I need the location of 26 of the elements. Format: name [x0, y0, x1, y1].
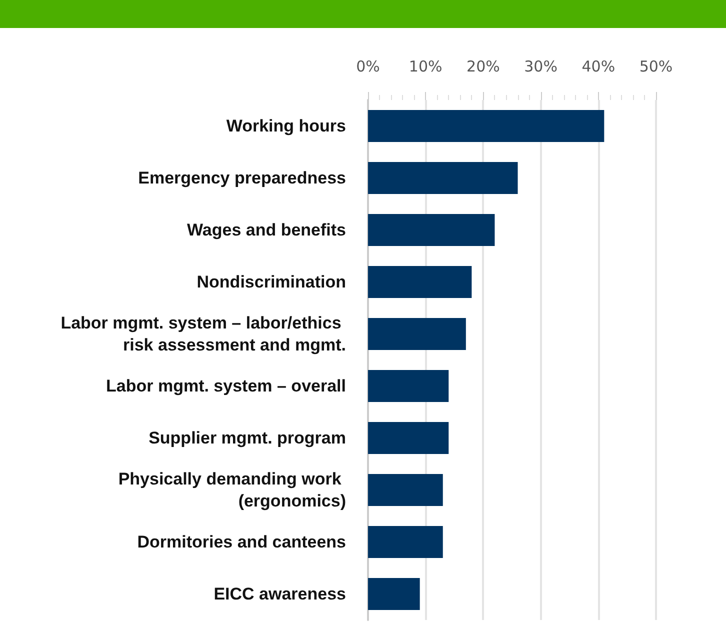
x-tick-label: 0%: [356, 58, 380, 76]
y-tick-label: Physically demanding work (ergonomics): [118, 470, 346, 510]
y-tick-label: Dormitories and canteens: [137, 532, 346, 552]
y-tick-label: Nondiscrimination: [196, 272, 346, 292]
x-tick-label: 40%: [582, 58, 616, 76]
y-tick-label: Supplier mgmt. program: [148, 428, 346, 448]
bar: [368, 110, 604, 142]
x-tick-label: 50%: [639, 58, 673, 76]
bar: [368, 370, 449, 402]
bar: [368, 422, 449, 454]
bar: [368, 162, 518, 194]
y-tick-label: EICC awareness: [214, 584, 346, 604]
bar: [368, 526, 443, 558]
y-tick-label: Emergency preparedness: [138, 168, 346, 188]
y-tick-label: Working hours: [226, 116, 346, 136]
y-tick-label: Labor mgmt. system – labor/ethics risk assessment and mgmt.: [60, 314, 346, 354]
x-tick-label: 10%: [408, 58, 442, 76]
bar: [368, 578, 420, 610]
y-tick-label: Labor mgmt. system – overall: [106, 376, 346, 396]
x-tick-label: 30%: [524, 58, 558, 76]
y-tick-label: Wages and benefits: [186, 220, 346, 240]
bar: [368, 266, 472, 298]
bar: [368, 474, 443, 506]
bar: [368, 318, 466, 350]
x-tick-label: 20%: [466, 58, 500, 76]
bar: [368, 214, 495, 246]
